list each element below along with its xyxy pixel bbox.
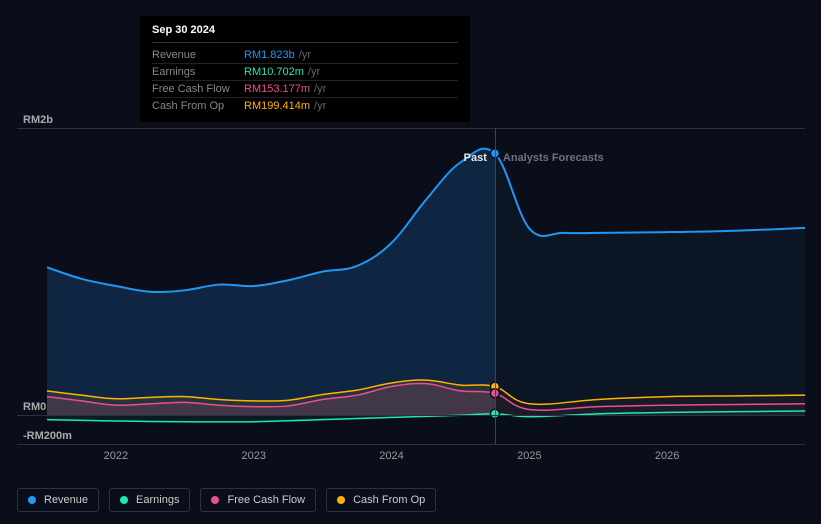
tooltip-suffix: /yr [308, 66, 320, 78]
tooltip-row: EarningsRM10.702m/yr [152, 64, 458, 81]
x-axis-label: 2025 [517, 450, 541, 462]
x-axis-label: 2022 [104, 450, 128, 462]
tooltip-value: RM1.823b [244, 49, 295, 61]
past-forecast-divider [495, 128, 496, 444]
tooltip-row: Free Cash FlowRM153.177m/yr [152, 81, 458, 98]
legend-label: Free Cash Flow [227, 494, 305, 506]
legend-item-revenue[interactable]: Revenue [17, 488, 99, 512]
legend-dot-icon [211, 496, 219, 504]
legend-item-cash-from-op[interactable]: Cash From Op [326, 488, 436, 512]
tooltip-label: Earnings [152, 66, 244, 78]
legend-label: Revenue [44, 494, 88, 506]
legend-dot-icon [120, 496, 128, 504]
legend-item-earnings[interactable]: Earnings [109, 488, 190, 512]
x-axis-label: 2026 [655, 450, 679, 462]
legend-item-free-cash-flow[interactable]: Free Cash Flow [200, 488, 316, 512]
legend-label: Earnings [136, 494, 179, 506]
tooltip-label: Revenue [152, 49, 244, 61]
financial-chart: RM2bRM0-RM200m 20222023202420252026 Past… [17, 128, 805, 444]
y-axis-label: RM2b [23, 114, 53, 126]
tooltip-row: Cash From OpRM199.414m/yr [152, 98, 458, 114]
tooltip-row: RevenueRM1.823b/yr [152, 47, 458, 64]
gridline [17, 415, 805, 416]
tooltip-date: Sep 30 2024 [152, 24, 458, 43]
legend-label: Cash From Op [353, 494, 425, 506]
tooltip-suffix: /yr [314, 100, 326, 112]
gridline [17, 128, 805, 129]
gridline [17, 444, 805, 445]
past-label: Past [464, 152, 487, 164]
x-axis-label: 2023 [241, 450, 265, 462]
forecast-label: Analysts Forecasts [503, 152, 604, 164]
tooltip-suffix: /yr [314, 83, 326, 95]
y-axis-label: RM0 [23, 401, 46, 413]
tooltip-label: Free Cash Flow [152, 83, 244, 95]
tooltip-label: Cash From Op [152, 100, 244, 112]
x-axis-label: 2024 [379, 450, 403, 462]
y-axis-label: -RM200m [23, 430, 72, 442]
tooltip-value: RM10.702m [244, 66, 304, 78]
tooltip-value: RM153.177m [244, 83, 310, 95]
tooltip-value: RM199.414m [244, 100, 310, 112]
legend-dot-icon [28, 496, 36, 504]
chart-tooltip: Sep 30 2024 RevenueRM1.823b/yrEarningsRM… [140, 16, 470, 122]
tooltip-suffix: /yr [299, 49, 311, 61]
chart-canvas [17, 128, 805, 444]
legend-dot-icon [337, 496, 345, 504]
chart-legend: Revenue Earnings Free Cash Flow Cash From O… [17, 488, 436, 512]
